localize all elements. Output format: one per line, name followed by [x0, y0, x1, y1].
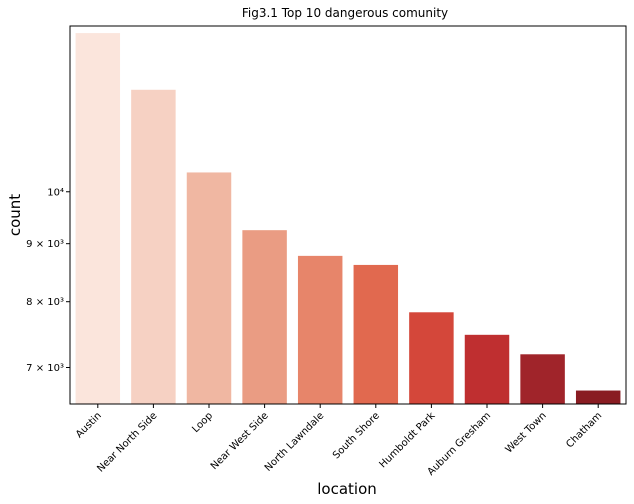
x-tick-label: Auburn Gresham	[426, 410, 494, 478]
plot-frame	[69, 25, 627, 405]
y-tick-label: 8 × 10³	[26, 297, 64, 308]
x-tick-label: Near North Side	[95, 410, 159, 474]
x-tick-label: West Town	[504, 410, 549, 455]
x-tick-label: Near West Side	[209, 410, 271, 472]
y-tick-label: 7 × 10³	[26, 363, 64, 374]
x-axis-label: location	[317, 480, 377, 498]
bar-humboldt-park	[409, 312, 454, 404]
y-tick-label: 10⁴	[47, 187, 64, 198]
y-axis-ticks: 7 × 10³ 8 × 10³ 9 × 10³ 10⁴	[26, 187, 70, 374]
bars-group	[75, 33, 621, 404]
x-tick-label: Loop	[190, 410, 215, 435]
x-tick-label: South Shore	[331, 410, 382, 461]
bar-austin	[75, 33, 121, 404]
bar-west-town	[520, 354, 565, 404]
x-tick-label: North Lawndale	[263, 410, 326, 473]
chart-title: Fig3.1 Top 10 dangerous comunity	[242, 6, 448, 20]
bar-near-north-side	[131, 89, 176, 404]
x-tick-label: Humboldt Park	[377, 410, 437, 470]
bar-loop	[186, 172, 232, 404]
y-tick-label: 9 × 10³	[26, 239, 64, 250]
x-tick-label: Austin	[74, 410, 104, 440]
bar-near-west-side	[242, 230, 287, 404]
x-tick-label: Chatham	[564, 410, 604, 450]
bar-chatham	[575, 390, 621, 404]
bar-south-shore	[353, 264, 399, 404]
bar-auburn-gresham	[464, 334, 510, 404]
bar-north-lawndale	[297, 255, 343, 404]
y-axis-label: count	[6, 194, 24, 236]
